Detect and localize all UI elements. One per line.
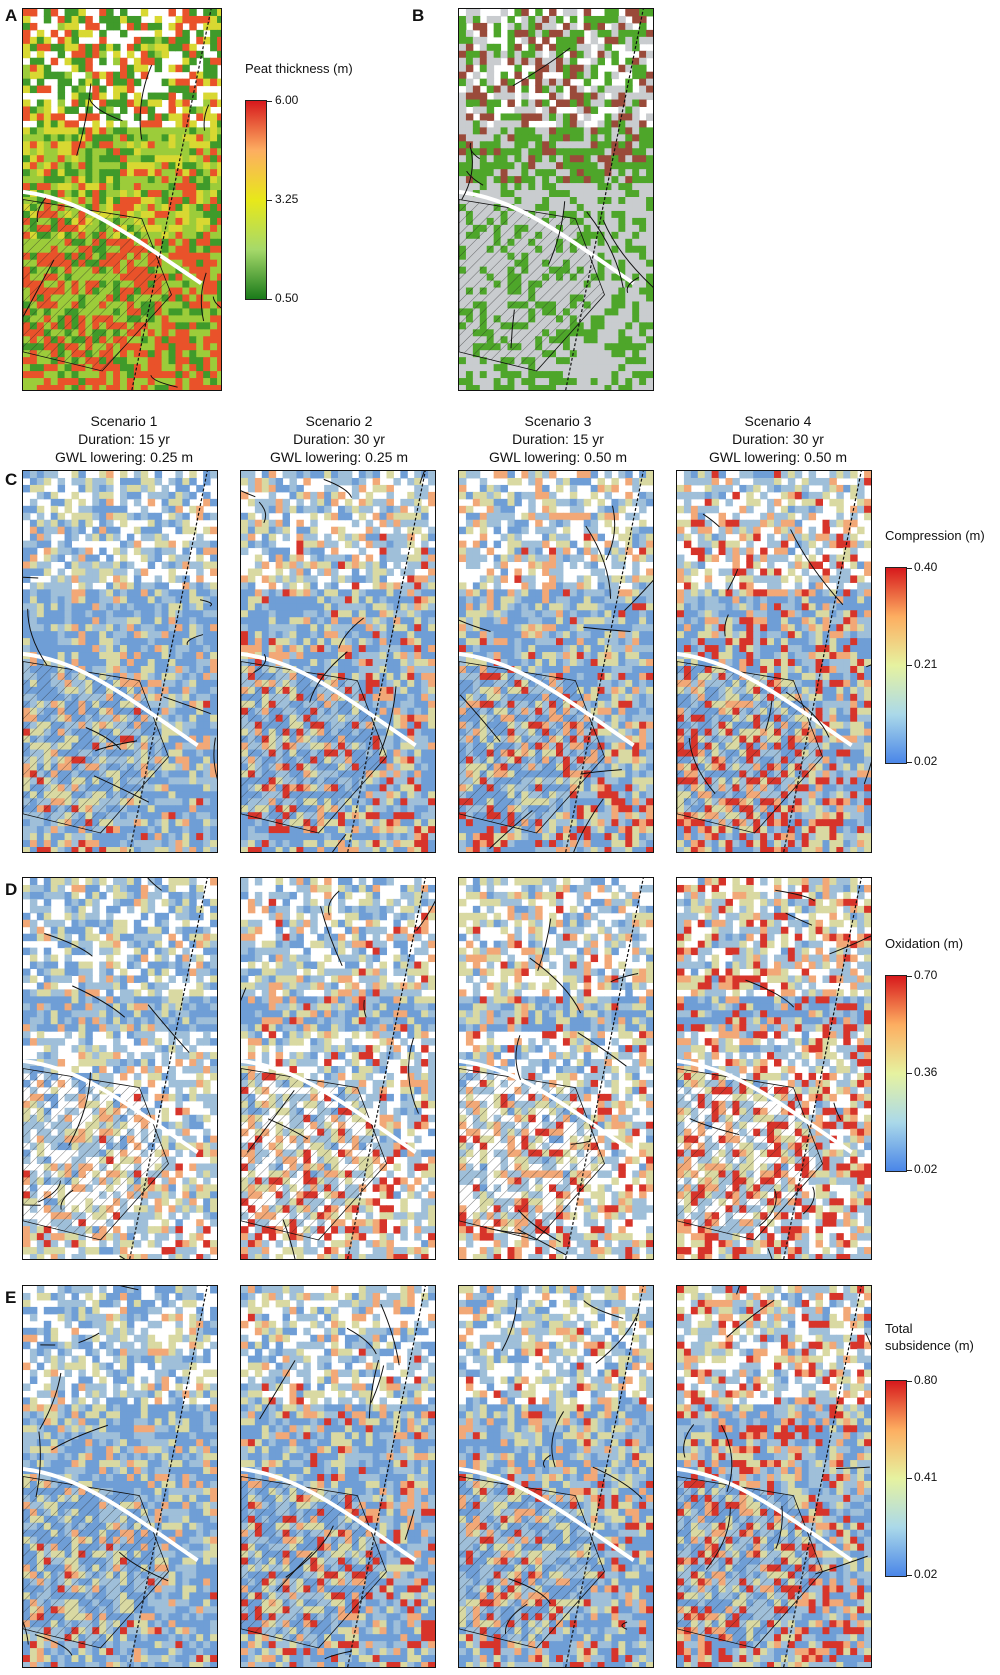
compression-tick-max: 0.40 xyxy=(914,560,938,574)
scenario-1-name: Scenario 1 xyxy=(90,413,158,429)
total-subsidence-map-scenario-4 xyxy=(676,1285,872,1668)
compression-tick-mid: 0.21 xyxy=(914,657,938,671)
land-use-map xyxy=(458,8,654,391)
total-subsidence-map-scenario-1-graphic xyxy=(23,1286,217,1667)
total-subsidence-map-scenario-2-graphic xyxy=(241,1286,435,1667)
total-tick-line-min xyxy=(907,1575,912,1576)
compression-map-scenario-1 xyxy=(22,470,218,853)
oxidation-colorbar xyxy=(885,975,907,1172)
land-use-map-graphic xyxy=(459,9,653,390)
scenario-4-duration: Duration: 30 yr xyxy=(732,431,824,447)
compression-map-scenario-3 xyxy=(458,470,654,853)
total-tick-line-mid xyxy=(907,1478,912,1479)
total-tick-line-max xyxy=(907,1381,912,1382)
total-subsidence-legend-title-line1: Total xyxy=(885,1321,913,1336)
peat-thickness-map xyxy=(22,8,222,391)
scenario-4-gwl: GWL lowering: 0.50 m xyxy=(709,449,847,465)
compression-tick-line-min xyxy=(907,762,912,763)
oxidation-tick-min: 0.02 xyxy=(914,1162,938,1176)
total-subsidence-map-scenario-3 xyxy=(458,1285,654,1668)
total-tick-mid: 0.41 xyxy=(914,1470,938,1484)
oxidation-map-scenario-3-graphic xyxy=(459,878,653,1259)
oxidation-map-scenario-3 xyxy=(458,877,654,1260)
total-subsidence-map-scenario-2 xyxy=(240,1285,436,1668)
panel-label-e: E xyxy=(5,1288,17,1307)
scenario-2-duration: Duration: 30 yr xyxy=(293,431,385,447)
scenario-1-duration: Duration: 15 yr xyxy=(78,431,170,447)
panel-label-d: D xyxy=(5,880,18,899)
peat-tick-max: 6.00 xyxy=(275,93,299,107)
compression-legend-title: Compression (m) xyxy=(885,528,985,543)
compression-map-scenario-2-graphic xyxy=(241,471,435,852)
peat-colorbar xyxy=(245,100,267,300)
oxidation-map-scenario-4 xyxy=(676,877,872,1260)
total-subsidence-map-scenario-1 xyxy=(22,1285,218,1668)
total-tick-max: 0.80 xyxy=(914,1373,938,1387)
scenario-3-duration: Duration: 15 yr xyxy=(512,431,604,447)
scenario-1-header: Scenario 1 Duration: 15 yr GWL lowering:… xyxy=(24,412,224,466)
oxidation-map-scenario-2-graphic xyxy=(241,878,435,1259)
scenario-4-name: Scenario 4 xyxy=(744,413,812,429)
compression-map-scenario-2 xyxy=(240,470,436,853)
panel-label-c: C xyxy=(5,470,18,489)
oxidation-map-scenario-1 xyxy=(22,877,218,1260)
peat-thickness-map-graphic xyxy=(23,9,221,390)
oxidation-tick-line-max xyxy=(907,976,912,977)
total-subsidence-legend-title-line2: subsidence (m) xyxy=(885,1338,974,1353)
peat-tick-line-mid xyxy=(267,200,272,201)
oxidation-map-scenario-2 xyxy=(240,877,436,1260)
oxidation-map-scenario-1-graphic xyxy=(23,878,217,1259)
peat-tick-line-max xyxy=(267,101,272,102)
scenario-1-gwl: GWL lowering: 0.25 m xyxy=(55,449,193,465)
oxidation-tick-mid: 0.36 xyxy=(914,1065,938,1079)
compression-map-scenario-4-graphic xyxy=(677,471,871,852)
scenario-2-gwl: GWL lowering: 0.25 m xyxy=(270,449,408,465)
scenario-2-header: Scenario 2 Duration: 30 yr GWL lowering:… xyxy=(239,412,439,466)
scenario-4-header: Scenario 4 Duration: 30 yr GWL lowering:… xyxy=(678,412,878,466)
peat-legend-title: Peat thickness (m) xyxy=(245,61,353,76)
compression-tick-min: 0.02 xyxy=(914,754,938,768)
scenario-3-name: Scenario 3 xyxy=(524,413,592,429)
oxidation-tick-line-min xyxy=(907,1170,912,1171)
oxidation-tick-max: 0.70 xyxy=(914,968,938,982)
peat-tick-line-min xyxy=(267,299,272,300)
compression-colorbar xyxy=(885,567,907,764)
compression-map-scenario-1-graphic xyxy=(23,471,217,852)
peat-tick-mid: 3.25 xyxy=(275,192,299,206)
oxidation-legend-title: Oxidation (m) xyxy=(885,936,964,951)
compression-map-scenario-4 xyxy=(676,470,872,853)
compression-map-scenario-3-graphic xyxy=(459,471,653,852)
scenario-3-header: Scenario 3 Duration: 15 yr GWL lowering:… xyxy=(458,412,658,466)
total-tick-min: 0.02 xyxy=(914,1567,938,1581)
total-subsidence-map-scenario-3-graphic xyxy=(459,1286,653,1667)
total-subsidence-colorbar xyxy=(885,1380,907,1577)
scenario-3-gwl: GWL lowering: 0.50 m xyxy=(489,449,627,465)
total-subsidence-map-scenario-4-graphic xyxy=(677,1286,871,1667)
peat-tick-min: 0.50 xyxy=(275,291,299,305)
oxidation-tick-line-mid xyxy=(907,1073,912,1074)
oxidation-map-scenario-4-graphic xyxy=(677,878,871,1259)
compression-tick-line-max xyxy=(907,568,912,569)
compression-tick-line-mid xyxy=(907,665,912,666)
total-subsidence-legend-title: Total subsidence (m) xyxy=(885,1320,974,1354)
panel-label-a: A xyxy=(5,6,18,25)
scenario-2-name: Scenario 2 xyxy=(305,413,373,429)
panel-label-b: B xyxy=(412,6,425,25)
